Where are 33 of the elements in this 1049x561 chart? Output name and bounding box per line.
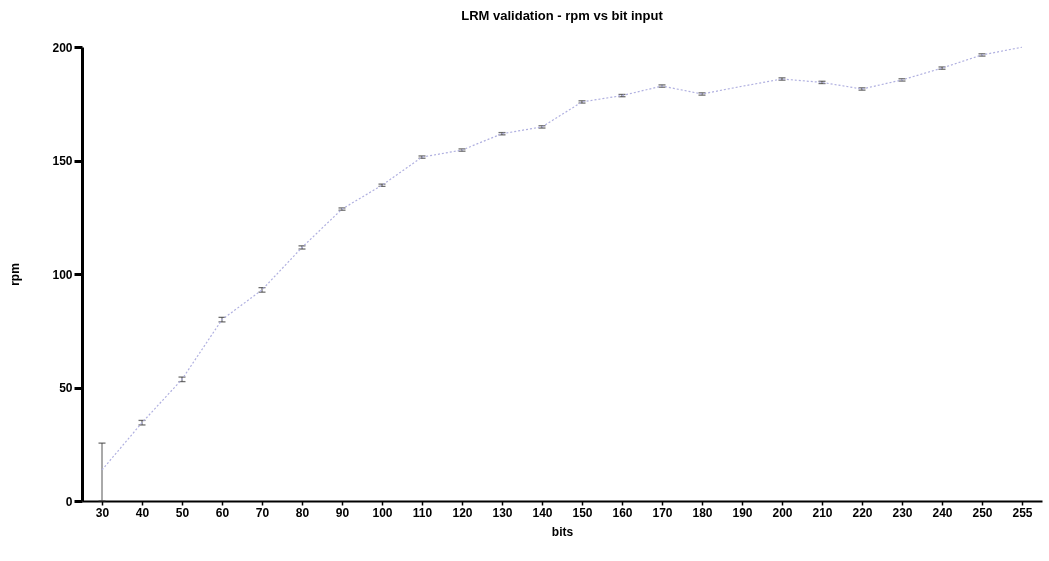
y-tick-label: 50 xyxy=(59,381,73,395)
x-tick-label: 70 xyxy=(255,505,270,520)
x-tick-label: 110 xyxy=(412,505,433,520)
y-tick-label: 100 xyxy=(52,267,73,282)
x-tick-label: 120 xyxy=(452,505,473,520)
x-tick-label: 100 xyxy=(372,505,393,520)
x-tick-label: 30 xyxy=(95,505,110,520)
x-tick-label: 80 xyxy=(295,505,310,520)
x-tick-label: 60 xyxy=(215,505,230,520)
x-tick-label: 170 xyxy=(652,505,673,520)
x-tick-label: 240 xyxy=(932,505,953,520)
y-axis-title: rpm xyxy=(8,263,23,286)
x-tick-label: 230 xyxy=(892,505,913,520)
x-tick-label: 90 xyxy=(335,505,350,520)
x-tick-label: 130 xyxy=(492,505,513,520)
x-tick-label: 180 xyxy=(692,505,713,520)
x-tick-label: 210 xyxy=(812,505,833,520)
x-axis-title: bits xyxy=(551,524,574,539)
x-tick-label: 50 xyxy=(175,505,190,520)
x-tick-label: 160 xyxy=(612,505,633,520)
line-series xyxy=(101,46,1023,471)
chart-title: LRM validation - rpm vs bit input xyxy=(461,8,664,23)
x-tick-label: 40 xyxy=(135,505,150,520)
x-tick-label: 190 xyxy=(732,505,753,520)
x-tick-label: 140 xyxy=(532,505,553,520)
x-tick-label: 250 xyxy=(972,505,993,520)
x-tick-label: 200 xyxy=(772,505,793,520)
x-tick-label: 220 xyxy=(852,505,873,520)
x-tick-label: 150 xyxy=(572,505,593,520)
y-tick-label: 200 xyxy=(52,40,73,55)
x-tick-label: 255 xyxy=(1012,505,1033,520)
y-tick-label: 150 xyxy=(52,154,73,168)
y-tick-label: 0 xyxy=(65,494,73,509)
